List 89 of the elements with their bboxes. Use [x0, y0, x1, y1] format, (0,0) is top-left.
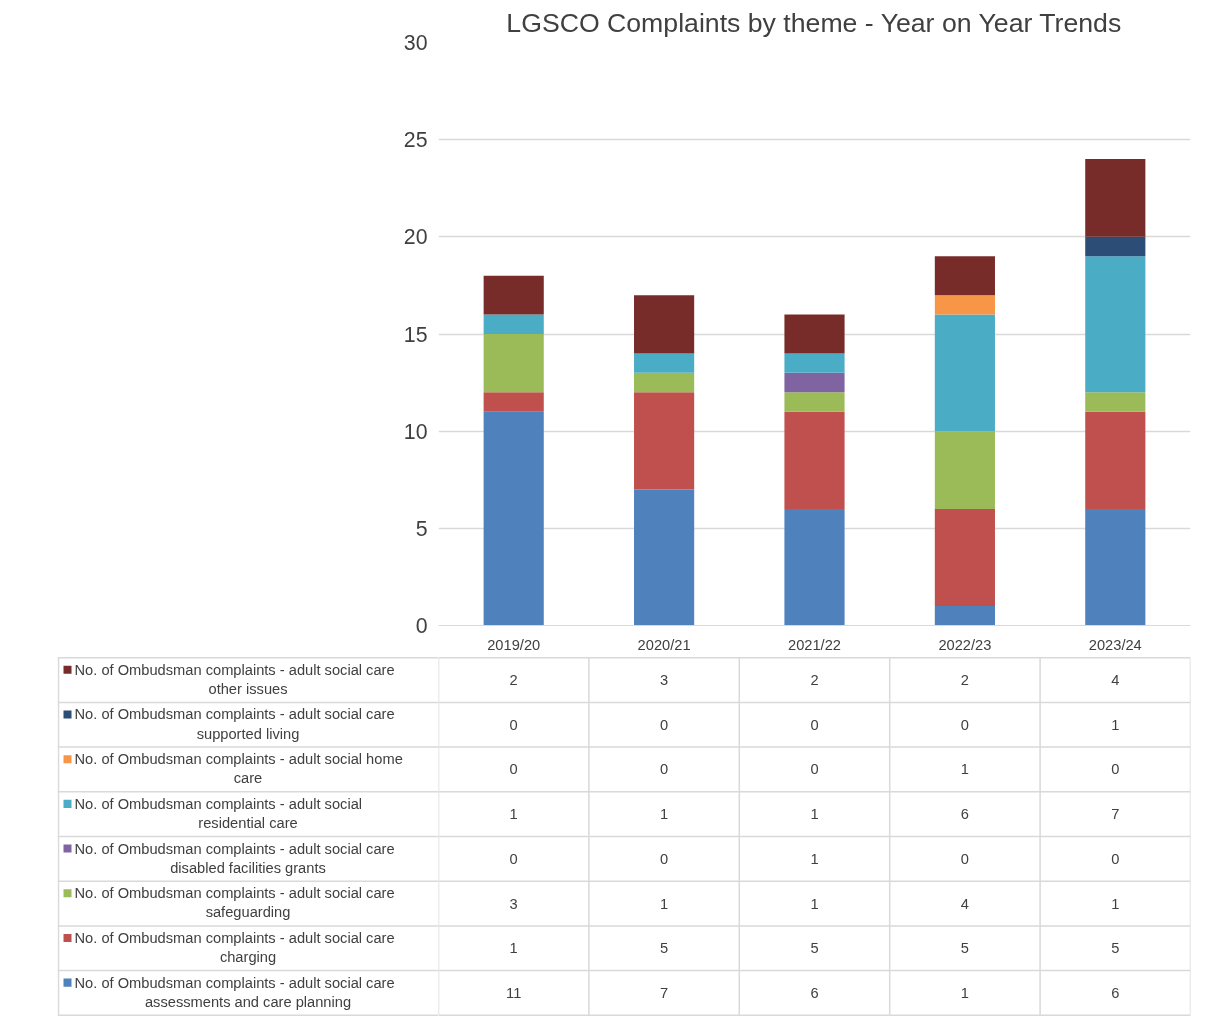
data-label: 1: [810, 895, 819, 912]
x-tick-label: 2021/22: [788, 636, 841, 653]
data-label: 4: [960, 895, 969, 912]
data-label: 1: [810, 806, 819, 823]
legend-label: No. of Ombudsman complaints - adult social care safeguarding: [74, 885, 395, 921]
bar: [1085, 236, 1146, 257]
data-label: 5: [810, 940, 819, 957]
data-label: 11: [506, 984, 522, 1001]
data-label: 2: [810, 672, 819, 689]
data-label: 3: [509, 895, 518, 912]
x-tick-label: 2019/20: [487, 636, 541, 653]
bar: [483, 275, 544, 315]
data-label: 1: [1111, 716, 1120, 733]
bar: [1085, 411, 1146, 509]
bar: [483, 411, 544, 626]
data-label: 7: [660, 984, 669, 1001]
data-label: 0: [1111, 761, 1120, 778]
x-tick-label: 2020/21: [637, 636, 691, 653]
data-label: 6: [810, 984, 819, 1001]
bar: [1085, 392, 1146, 412]
data-label: 0: [509, 850, 518, 867]
bar: [934, 314, 995, 432]
legend-label: No. of Ombudsman complaints - adult social home care: [74, 751, 403, 787]
data-label: 6: [1111, 984, 1120, 1001]
legend-label: No. of Ombudsman complaints - adult social care charging: [74, 929, 395, 966]
data-label: 0: [660, 850, 669, 867]
data-label: 0: [509, 716, 518, 733]
y-tick-label: 5: [415, 516, 428, 541]
data-label: 1: [509, 940, 518, 957]
data-label: 0: [810, 716, 819, 733]
bar: [634, 372, 695, 393]
data-label: 2: [960, 672, 969, 689]
data-label: 5: [1111, 940, 1120, 957]
data-label: 0: [960, 716, 969, 733]
data-label: 5: [960, 940, 969, 957]
data-label: 0: [509, 761, 518, 778]
bar: [634, 353, 695, 373]
data-label: 6: [960, 806, 969, 823]
data-label: 4: [1111, 672, 1120, 689]
data-label: 0: [960, 850, 969, 867]
bar: [934, 606, 995, 626]
bar: [1085, 508, 1146, 626]
legend-label: No. of Ombudsman complaints - adult social residential care: [74, 795, 363, 832]
data-label: 0: [810, 761, 819, 778]
bar: [634, 489, 695, 626]
data-label: 1: [660, 806, 669, 823]
bar: [934, 431, 995, 509]
bar: [934, 508, 995, 607]
chart-title: LGSCO Complaints by theme - Year on Year Trends: [506, 7, 1122, 38]
data-label: 5: [660, 940, 669, 957]
data-label: 0: [660, 761, 669, 778]
bar: [784, 372, 845, 393]
data-label: 1: [1111, 895, 1120, 912]
data-label: 1: [509, 806, 518, 823]
bar: [634, 295, 695, 354]
bar: [784, 314, 845, 354]
bar: [934, 295, 995, 315]
y-tick-label: 10: [403, 419, 428, 444]
y-tick-label: 20: [403, 225, 428, 250]
bar: [784, 353, 845, 373]
bar: [784, 508, 845, 626]
bar: [1085, 256, 1146, 393]
data-label: 0: [660, 716, 669, 733]
data-label: 1: [660, 895, 669, 912]
y-tick-label: 15: [403, 322, 428, 347]
bar: [934, 256, 995, 296]
data-label: 0: [1111, 850, 1120, 867]
data-label: 1: [960, 761, 969, 778]
data-label: 3: [660, 672, 669, 689]
bar: [634, 392, 695, 490]
y-tick-label: 0: [415, 614, 428, 638]
legend-label: No. of Ombudsman complaints - adult social care supported living: [74, 706, 395, 742]
legend-label: No. of Ombudsman complaints - adult social care disabled facilities grants: [74, 840, 395, 876]
legend-label: No. of Ombudsman complaints - adult social care assessments and care planning: [74, 974, 395, 1010]
data-label: 2: [509, 672, 518, 689]
x-tick-label: 2023/24: [1088, 636, 1142, 653]
bar: [483, 314, 544, 334]
y-tick-label: 30: [403, 31, 428, 55]
data-label: 1: [960, 984, 969, 1001]
bar: [483, 392, 544, 412]
x-tick-label: 2022/23: [938, 636, 992, 653]
bar: [1085, 159, 1146, 237]
bar: [483, 334, 544, 393]
bar: [784, 392, 845, 412]
data-label: 7: [1111, 806, 1120, 823]
data-label: 1: [810, 850, 819, 867]
y-tick-label: 25: [403, 128, 428, 153]
legend-label: No. of Ombudsman complaints - adult social care other issues: [74, 661, 395, 698]
bar: [784, 411, 845, 509]
